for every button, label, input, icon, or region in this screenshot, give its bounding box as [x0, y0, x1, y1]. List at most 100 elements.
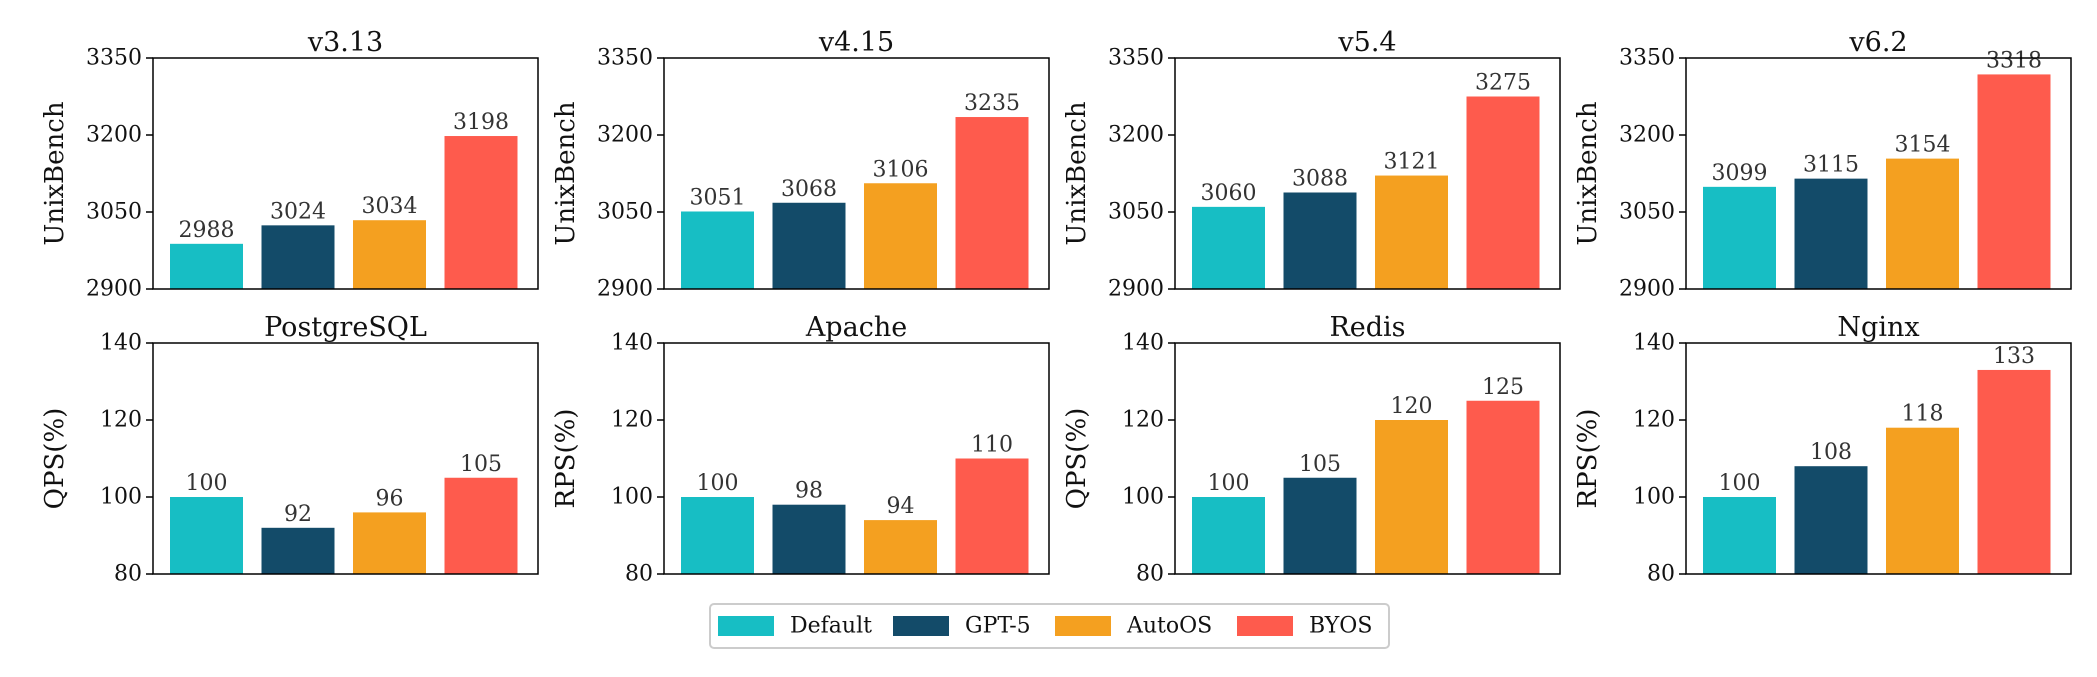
y-tick-label: 3200 [86, 123, 142, 148]
data-label-autoos: 96 [376, 486, 404, 511]
bar-gpt-5 [1794, 178, 1868, 289]
data-label-gpt-5: 3068 [781, 177, 837, 202]
panel-title: PostgreSQL [264, 312, 427, 343]
panel-title: Apache [805, 312, 907, 343]
bar-autoos [353, 220, 426, 289]
y-axis-label: UnixBench [40, 101, 70, 245]
data-label-gpt-5: 98 [795, 479, 823, 504]
panel-v4-15: v4.15 UnixBench 2900 3050 3200 3350 3051 3068 31… [551, 27, 1050, 302]
y-tick-label: 120 [100, 408, 142, 433]
data-label-gpt-5: 92 [284, 502, 312, 527]
y-tick-label: 100 [1122, 485, 1164, 510]
axes-frame [1174, 57, 1561, 290]
data-label-byos: 133 [1993, 344, 2035, 369]
panel-postgresql: PostgreSQL QPS(%) 80 100 120 140 100 92 96 105 [40, 312, 539, 587]
y-tick-label: 3350 [86, 46, 142, 71]
y-tick-label: 3050 [1619, 200, 1675, 225]
bar-autoos [1886, 158, 1959, 289]
bar-default [1192, 497, 1265, 574]
y-tick-label: 3200 [1619, 123, 1675, 148]
y-tick-label: 120 [611, 408, 653, 433]
bar-byos [444, 136, 518, 289]
bar-default [170, 497, 243, 574]
y-tick-label: 3050 [1108, 200, 1164, 225]
axes-frame [152, 342, 539, 575]
data-label-byos: 110 [971, 433, 1013, 458]
axes-frame [1685, 342, 2072, 575]
y-axis-label: RPS(%) [1573, 409, 1603, 509]
data-label-default: 100 [1719, 471, 1761, 496]
legend-box [709, 603, 1390, 649]
y-tick-label: 140 [1122, 331, 1164, 356]
legend-swatch-default [718, 616, 774, 636]
data-label-gpt-5: 3088 [1292, 166, 1348, 191]
panel-nginx: Nginx RPS(%) 80 100 120 140 100 108 118 133 [1573, 312, 2072, 587]
y-tick-label: 100 [611, 485, 653, 510]
bar-byos [955, 458, 1029, 574]
data-label-autoos: 118 [1902, 402, 1944, 427]
y-tick-label: 140 [100, 331, 142, 356]
bar-byos [444, 477, 518, 574]
data-label-byos: 3318 [1986, 48, 2042, 73]
bar-default [170, 243, 243, 289]
data-label-gpt-5: 108 [1810, 440, 1852, 465]
legend-swatch-gpt-5 [893, 616, 949, 636]
legend-label-autoos: AutoOS [1126, 614, 1212, 639]
axes-frame [663, 342, 1050, 575]
bar-default [1703, 497, 1776, 574]
axes-frame [152, 57, 539, 290]
bar-autoos [353, 512, 426, 574]
y-tick-label: 80 [1647, 562, 1675, 587]
axes-frame [1685, 57, 2072, 290]
panel-title: v6.2 [1848, 27, 1907, 58]
data-label-default: 100 [186, 471, 228, 496]
y-tick-label: 3200 [597, 123, 653, 148]
bar-gpt-5 [261, 225, 335, 289]
y-tick-label: 140 [611, 331, 653, 356]
y-axis-label: RPS(%) [551, 409, 581, 509]
y-tick-label: 100 [1633, 485, 1675, 510]
y-tick-label: 3050 [86, 200, 142, 225]
data-label-default: 3060 [1201, 181, 1257, 206]
data-label-autoos: 3121 [1384, 150, 1440, 175]
data-label-byos: 3198 [453, 110, 509, 135]
panel-title: Redis [1329, 312, 1405, 343]
bar-gpt-5 [772, 504, 846, 574]
panel-v5-4: v5.4 UnixBench 2900 3050 3200 3350 3060 3088 312… [1062, 27, 1561, 302]
legend-label-byos: BYOS [1309, 614, 1372, 639]
bar-gpt-5 [261, 527, 335, 574]
data-label-autoos: 3106 [873, 157, 929, 182]
bar-autoos [1886, 427, 1959, 574]
data-label-default: 3051 [690, 185, 746, 210]
data-label-autoos: 94 [887, 494, 915, 519]
panel-title: v5.4 [1337, 27, 1396, 58]
data-label-default: 3099 [1712, 161, 1768, 186]
bar-gpt-5 [1283, 192, 1357, 289]
y-tick-label: 3050 [597, 200, 653, 225]
bar-byos [1977, 74, 2051, 289]
y-tick-label: 140 [1633, 331, 1675, 356]
y-tick-label: 3350 [1108, 46, 1164, 71]
y-axis-label: UnixBench [1062, 101, 1092, 245]
bar-default [681, 211, 754, 289]
legend-label-gpt-5: GPT-5 [965, 614, 1031, 639]
y-tick-label: 80 [114, 562, 142, 587]
legend-label-default: Default [790, 614, 872, 639]
y-tick-label: 80 [625, 562, 653, 587]
bar-gpt-5 [1794, 466, 1868, 574]
data-label-default: 2988 [179, 218, 235, 243]
legend-swatch-byos [1237, 616, 1293, 636]
y-axis-label: UnixBench [551, 101, 581, 245]
y-axis-label: QPS(%) [40, 408, 70, 510]
panel-title: Nginx [1837, 312, 1919, 343]
data-label-byos: 3235 [964, 91, 1020, 116]
bar-default [1192, 206, 1265, 289]
y-axis-label: UnixBench [1573, 101, 1603, 245]
panel-apache: Apache RPS(%) 80 100 120 140 100 98 94 110 [551, 312, 1050, 587]
bar-gpt-5 [772, 202, 846, 289]
legend: Default GPT-5 AutoOS BYOS [709, 603, 1390, 649]
y-tick-label: 3350 [1619, 46, 1675, 71]
bar-autoos [1375, 420, 1448, 574]
y-tick-label: 120 [1633, 408, 1675, 433]
